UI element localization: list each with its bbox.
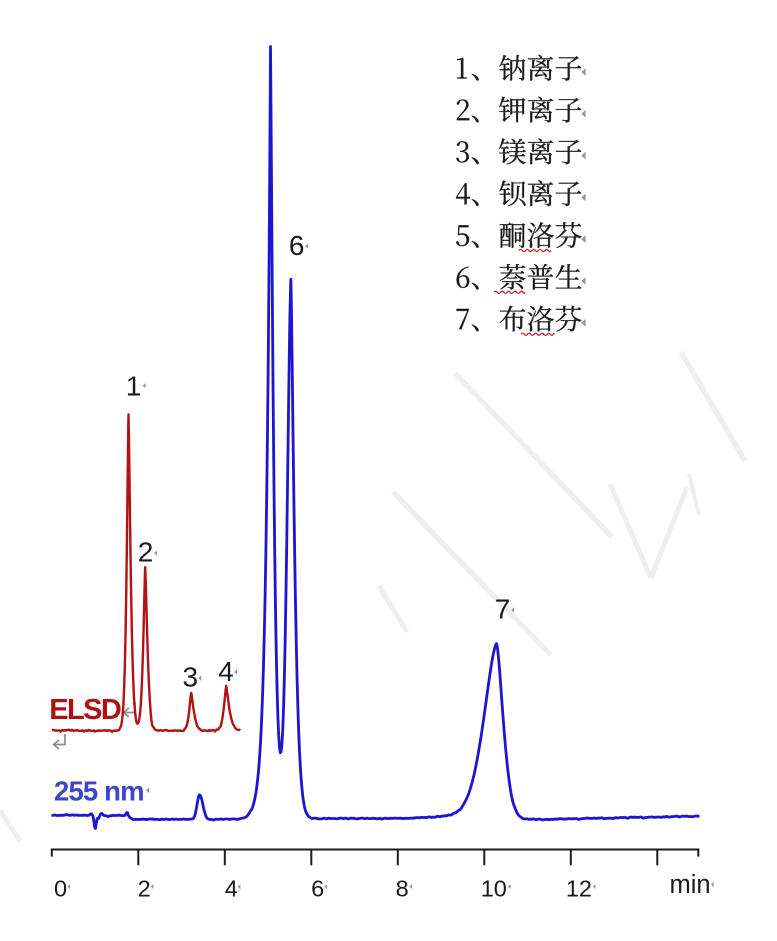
- svg-text:ELSD: ELSD: [49, 694, 121, 726]
- svg-text:6: 6: [311, 875, 324, 901]
- svg-text:0: 0: [54, 875, 67, 901]
- svg-text:4: 4: [218, 656, 234, 687]
- svg-text:2: 2: [138, 537, 154, 568]
- svg-text:2: 2: [138, 875, 151, 901]
- svg-text:1: 1: [126, 370, 142, 401]
- svg-text:min: min: [669, 871, 710, 899]
- svg-text:8: 8: [396, 875, 409, 901]
- svg-text:3: 3: [183, 662, 199, 693]
- svg-text:12: 12: [566, 875, 592, 901]
- svg-text:7: 7: [495, 594, 511, 625]
- svg-text:6: 6: [289, 230, 305, 261]
- svg-text:4: 4: [225, 875, 238, 901]
- svg-text:10: 10: [481, 875, 507, 901]
- svg-text:255 nm: 255 nm: [54, 775, 144, 806]
